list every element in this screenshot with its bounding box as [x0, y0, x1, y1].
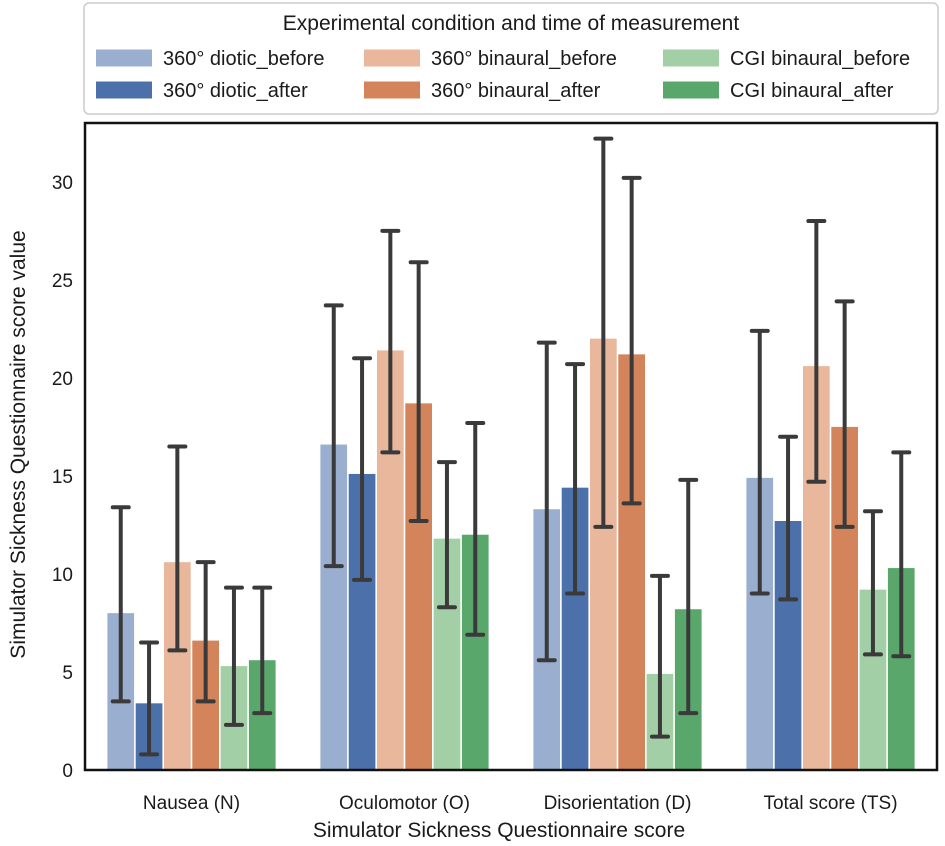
legend-label: 360° diotic_after — [163, 80, 308, 102]
y-tick-label: 10 — [52, 565, 73, 586]
error-bar — [593, 136, 614, 529]
error-bar — [834, 299, 855, 529]
legend-swatch — [96, 81, 152, 99]
error-bar — [110, 505, 131, 704]
error-bar — [380, 228, 401, 455]
legend-item: 360° diotic_before — [96, 48, 324, 70]
legend-label: CGI binaural_after — [730, 80, 894, 102]
legend: Experimental condition and time of measu… — [83, 2, 939, 115]
bars-layer — [107, 338, 915, 770]
legend-item: CGI binaural_before — [663, 48, 910, 70]
error-bar — [323, 303, 344, 569]
x-tick-label: Total score (TS) — [763, 793, 897, 814]
error-bar — [252, 585, 273, 716]
legend-swatch — [364, 49, 420, 67]
error-bar — [565, 362, 586, 596]
error-bar — [436, 460, 457, 610]
legend-swatch — [364, 81, 420, 99]
legend-item: 360° binaural_before — [364, 48, 617, 70]
error-bar — [408, 260, 429, 524]
error-bar — [649, 573, 670, 739]
y-tick-label: 5 — [62, 663, 73, 684]
legend-swatch — [96, 49, 152, 67]
legend-title: Experimental condition and time of measu… — [283, 12, 740, 35]
error-bar — [678, 477, 699, 716]
y-tick-label: 15 — [52, 467, 73, 488]
x-tick-label: Disorientation (D) — [544, 793, 692, 814]
x-tick-label: Oculomotor (O) — [339, 793, 470, 814]
legend-item: CGI binaural_after — [663, 80, 894, 102]
legend-swatch — [663, 49, 719, 67]
legend-item: 360° diotic_after — [96, 80, 308, 102]
y-tick-label: 25 — [52, 271, 73, 292]
y-tick-label: 30 — [52, 173, 73, 194]
x-axis-label: Simulator Sickness Questionnaire score — [313, 819, 685, 842]
plot-frame — [83, 121, 939, 772]
error-bars-layer — [110, 136, 912, 757]
error-bar — [749, 328, 770, 596]
error-bar — [862, 509, 883, 657]
error-bar — [195, 560, 216, 704]
axes-layer: 0 5 10 15 20 25 30 Nausea (N) Oculomotor (O) Diso… — [7, 121, 939, 842]
x-tick-label: Nausea (N) — [143, 793, 240, 814]
legend-box — [83, 2, 939, 115]
error-bar — [139, 640, 160, 757]
error-bar — [778, 434, 799, 602]
error-bar — [536, 340, 557, 663]
legend-label: 360° binaural_before — [431, 48, 617, 70]
y-tick-label: 0 — [62, 761, 73, 782]
error-bar — [223, 585, 244, 727]
legend-label: 360° diotic_before — [163, 48, 324, 70]
error-bar — [621, 175, 642, 506]
error-bar — [806, 219, 827, 484]
error-bar — [465, 420, 486, 637]
error-bar — [167, 444, 188, 653]
error-bar — [891, 450, 912, 659]
legend-label: 360° binaural_after — [431, 80, 601, 102]
legend-label: CGI binaural_before — [730, 48, 910, 70]
y-axis-label: Simulator Sickness Questionnaire score v… — [7, 230, 30, 658]
legend-item: 360° binaural_after — [364, 80, 601, 102]
legend-swatch — [663, 81, 719, 99]
error-bar — [352, 356, 373, 582]
y-tick-label: 20 — [52, 369, 73, 390]
